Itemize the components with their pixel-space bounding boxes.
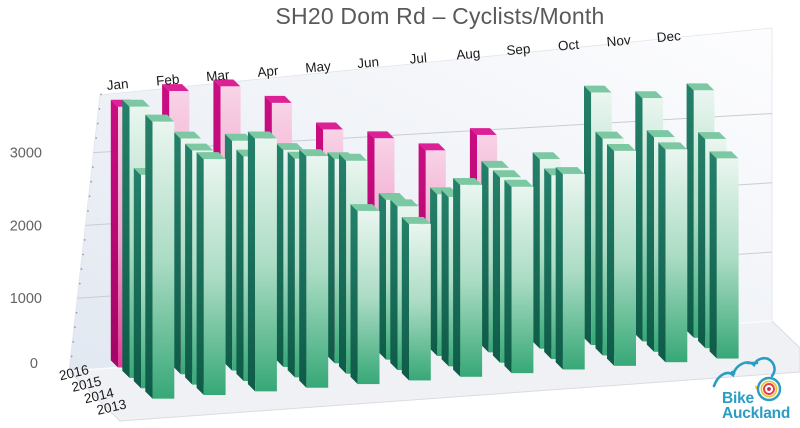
- bar-2013-aug: [504, 179, 534, 374]
- minor-tick-800: [75, 311, 78, 314]
- minor-tick-3400: [96, 122, 99, 125]
- bar-2013-sep: [555, 167, 585, 370]
- month-label-jun: Jun: [357, 54, 380, 71]
- bike-auckland-logo: Bike Auckland: [712, 356, 790, 422]
- bar-2013-may: [350, 204, 380, 385]
- minor-tick-3600: [98, 108, 101, 110]
- bar-2013-jun: [401, 216, 431, 381]
- minor-tick-3200: [95, 137, 98, 139]
- minor-tick-600: [74, 326, 76, 329]
- y-tick-label-2000: 2000: [10, 218, 42, 234]
- y-tick-label-0: 0: [30, 356, 38, 372]
- minor-tick-2400: [88, 195, 91, 198]
- minor-tick-1600: [82, 253, 84, 256]
- month-label-may: May: [305, 58, 332, 75]
- bar-2013-dec: [709, 151, 739, 359]
- bike-frame: [712, 356, 776, 388]
- bar-2013-feb: [196, 152, 226, 396]
- logo-text-auckland: Auckland: [722, 405, 790, 422]
- minor-tick-3800: [100, 93, 102, 96]
- month-label-dec: Dec: [656, 28, 681, 45]
- month-label-aug: Aug: [456, 45, 481, 62]
- year-label-2013: 2013: [95, 396, 128, 417]
- bar-2013-jan: [145, 114, 175, 399]
- bar-2013-jul: [453, 177, 483, 377]
- y-tick-label-1000: 1000: [10, 291, 42, 307]
- month-label-jul: Jul: [409, 50, 428, 66]
- minor-tick-1200: [78, 282, 81, 285]
- month-label-mar: Mar: [206, 67, 231, 84]
- month-label-sep: Sep: [506, 41, 531, 58]
- minor-tick-2800: [91, 166, 94, 169]
- chart-title: SH20 Dom Rd – Cyclists/Month: [275, 3, 605, 29]
- minor-tick-1800: [83, 239, 86, 241]
- minor-tick-2200: [87, 209, 89, 212]
- minor-tick-400: [72, 340, 75, 343]
- minor-tick-1400: [80, 268, 83, 270]
- bike-icon: [712, 356, 782, 402]
- logo-text-bike: Bike: [722, 390, 755, 407]
- y-tick-label-3000: 3000: [10, 146, 42, 162]
- bar-2013-mar: [247, 131, 277, 392]
- bar-2013-nov: [658, 142, 688, 363]
- bike-wheel-target-icon: [756, 376, 782, 402]
- year-label-2015: 2015: [70, 373, 103, 394]
- month-label-oct: Oct: [557, 37, 579, 54]
- minor-tick-2600: [90, 180, 93, 183]
- month-label-apr: Apr: [257, 63, 280, 80]
- year-label-2016: 2016: [58, 362, 91, 383]
- month-label-feb: Feb: [155, 72, 179, 89]
- year-label-2014: 2014: [83, 385, 116, 406]
- month-label-jan: Jan: [106, 76, 129, 93]
- month-label-nov: Nov: [606, 32, 631, 49]
- minor-tick-200: [70, 355, 73, 358]
- bike-handlebar: [730, 370, 736, 376]
- bar-2013-oct: [607, 143, 636, 366]
- bar-2013-apr: [299, 149, 329, 388]
